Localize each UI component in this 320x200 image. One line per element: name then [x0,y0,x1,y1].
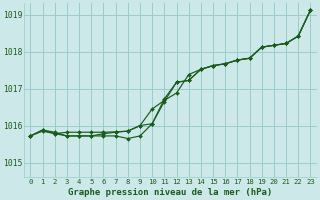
X-axis label: Graphe pression niveau de la mer (hPa): Graphe pression niveau de la mer (hPa) [68,188,273,197]
